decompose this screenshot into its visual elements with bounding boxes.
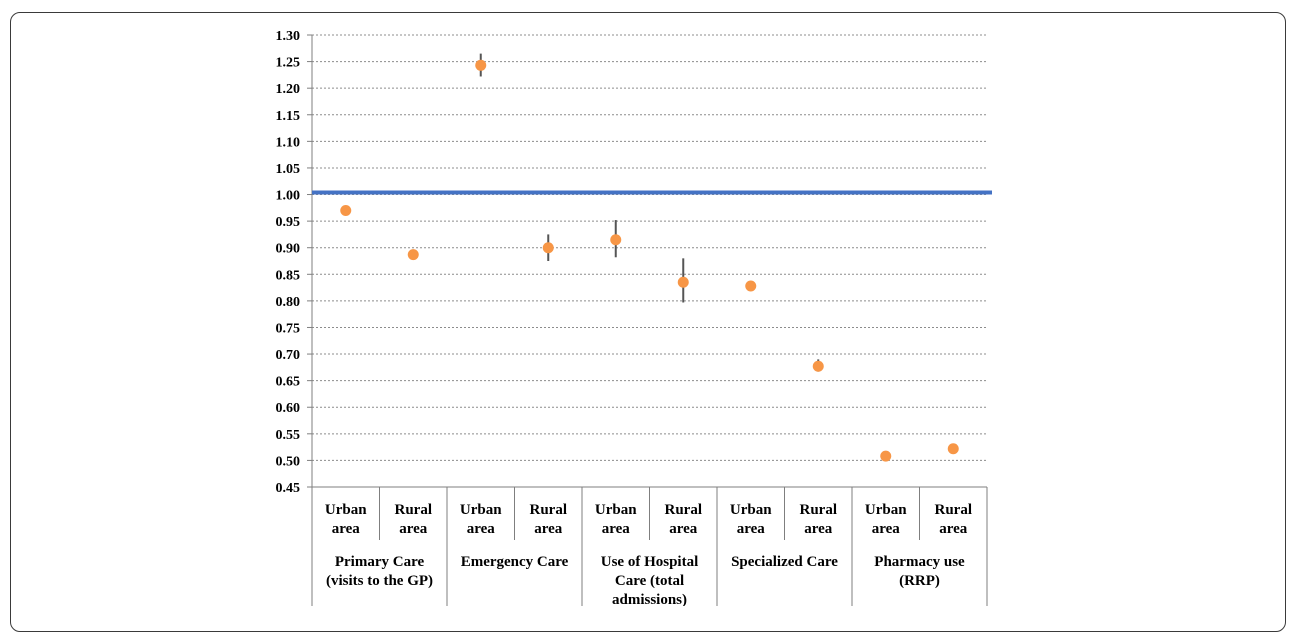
category-label: Urban xyxy=(325,502,367,518)
category-label: Urban xyxy=(595,502,637,518)
y-tick-label: 0.70 xyxy=(276,348,301,363)
chart: 1.30 1.25 1.20 1.15 1.10 1.05 1.00 0.95 0.90 0.85… xyxy=(276,29,992,606)
y-tick-label: 0.90 xyxy=(276,242,301,257)
data-point xyxy=(812,360,824,372)
category-label: Urban xyxy=(460,502,502,518)
y-tick-label: 0.65 xyxy=(276,375,301,390)
category-label: area xyxy=(467,521,496,537)
category-label: Urban xyxy=(730,502,772,518)
category-label: area xyxy=(332,521,361,537)
data-point xyxy=(880,450,892,462)
category-label: area xyxy=(399,521,428,537)
group-label: Pharmacy use xyxy=(874,554,965,570)
category-label: Urban xyxy=(865,502,907,518)
category-label: Rural xyxy=(665,502,703,518)
y-tick-label: 0.85 xyxy=(276,268,301,283)
y-tick-label: 1.10 xyxy=(276,135,301,150)
category-label: area xyxy=(804,521,833,537)
category-label: area xyxy=(737,521,766,537)
group-label: Emergency Care xyxy=(461,554,569,570)
data-point xyxy=(407,249,419,261)
group-label: Specialized Care xyxy=(731,554,838,570)
y-tick-label: 1.30 xyxy=(276,29,301,44)
data-point xyxy=(745,280,757,292)
category-label: area xyxy=(872,521,901,537)
group-label: Use of Hospital xyxy=(601,554,699,570)
y-tick-label: 1.15 xyxy=(276,109,301,124)
y-tick-label: 0.45 xyxy=(276,481,301,496)
category-label: area xyxy=(602,521,631,537)
data-point xyxy=(340,204,352,216)
group-label: (visits to the GP) xyxy=(326,573,433,589)
y-tick-label: 1.25 xyxy=(276,56,301,71)
category-label: area xyxy=(939,521,968,537)
group-label: Care (total xyxy=(615,573,684,589)
y-tick-label: 1.20 xyxy=(276,82,301,97)
y-tick-label: 0.95 xyxy=(276,215,301,230)
category-label: Rural xyxy=(530,502,568,518)
category-label: Rural xyxy=(395,502,433,518)
data-point xyxy=(677,276,689,288)
data-point xyxy=(542,242,554,254)
group-label: admissions) xyxy=(612,592,687,606)
y-tick-label: 0.50 xyxy=(276,454,301,469)
y-tick-label: 0.75 xyxy=(276,321,301,336)
data-point xyxy=(475,59,487,71)
y-tick-label: 1.05 xyxy=(276,162,301,177)
group-label: (RRP) xyxy=(899,573,940,589)
data-point xyxy=(610,234,622,246)
y-tick-label: 0.55 xyxy=(276,428,301,443)
data-point xyxy=(947,443,959,455)
category-label: Rural xyxy=(800,502,838,518)
category-label: area xyxy=(534,521,563,537)
y-tick-label: 1.00 xyxy=(276,189,301,204)
y-tick-label: 0.80 xyxy=(276,295,301,310)
category-label: area xyxy=(669,521,698,537)
group-label: Primary Care xyxy=(335,554,425,570)
category-label: Rural xyxy=(935,502,973,518)
y-tick-label: 0.60 xyxy=(276,401,301,416)
